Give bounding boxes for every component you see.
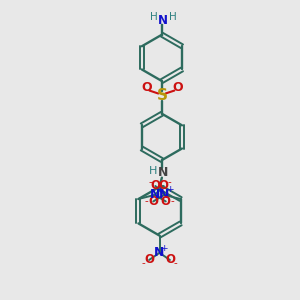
Text: O: O bbox=[172, 81, 183, 94]
Text: O: O bbox=[141, 81, 152, 94]
Text: N: N bbox=[159, 188, 169, 201]
Text: +: + bbox=[166, 185, 173, 194]
Text: S: S bbox=[156, 88, 167, 104]
Text: -: - bbox=[167, 177, 171, 188]
Text: -: - bbox=[148, 177, 152, 188]
Text: -: - bbox=[170, 196, 174, 206]
Text: O: O bbox=[161, 195, 171, 208]
Text: N: N bbox=[158, 14, 168, 27]
Text: O: O bbox=[148, 195, 158, 208]
Text: +: + bbox=[156, 185, 164, 194]
Text: N: N bbox=[158, 166, 168, 179]
Text: H: H bbox=[149, 167, 157, 176]
Text: O: O bbox=[150, 179, 161, 193]
Text: O: O bbox=[144, 254, 154, 266]
Text: N: N bbox=[150, 188, 160, 201]
Text: -: - bbox=[145, 196, 148, 206]
Text: -: - bbox=[142, 259, 146, 269]
Text: H: H bbox=[150, 12, 158, 22]
Text: +: + bbox=[160, 244, 168, 253]
Text: N: N bbox=[154, 246, 165, 259]
Text: H: H bbox=[169, 12, 177, 22]
Text: -: - bbox=[173, 259, 177, 269]
Text: O: O bbox=[165, 254, 175, 266]
Text: O: O bbox=[159, 179, 169, 193]
